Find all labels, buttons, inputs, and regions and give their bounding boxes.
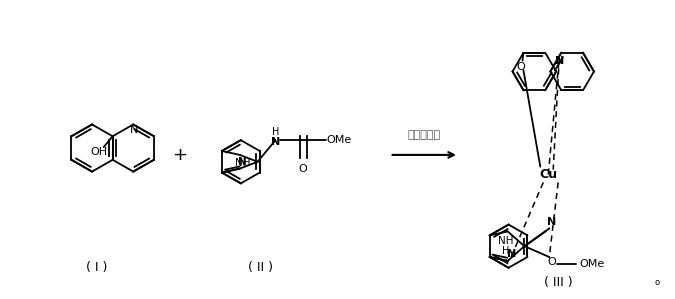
Text: NH: NH bbox=[498, 236, 514, 246]
Text: N: N bbox=[547, 217, 556, 227]
Text: O: O bbox=[516, 62, 525, 71]
Text: N: N bbox=[555, 56, 564, 65]
Text: 络合铜试剂: 络合铜试剂 bbox=[408, 130, 441, 140]
Text: NH: NH bbox=[235, 158, 250, 168]
Text: N: N bbox=[238, 157, 247, 167]
Text: H: H bbox=[502, 246, 510, 256]
Text: ( II ): ( II ) bbox=[248, 261, 273, 274]
Text: OMe: OMe bbox=[579, 259, 604, 269]
Text: +: + bbox=[172, 146, 187, 164]
Text: OMe: OMe bbox=[326, 135, 352, 145]
Text: Cu: Cu bbox=[539, 168, 558, 181]
Text: O: O bbox=[548, 257, 557, 267]
Text: N: N bbox=[130, 125, 138, 135]
Text: ( III ): ( III ) bbox=[544, 276, 572, 289]
Text: H: H bbox=[272, 127, 279, 137]
Text: ( I ): ( I ) bbox=[86, 261, 108, 274]
Text: N: N bbox=[507, 249, 516, 259]
Text: N: N bbox=[271, 137, 280, 147]
Text: OH: OH bbox=[90, 147, 107, 157]
Text: O: O bbox=[299, 164, 308, 174]
Text: o: o bbox=[655, 278, 660, 287]
